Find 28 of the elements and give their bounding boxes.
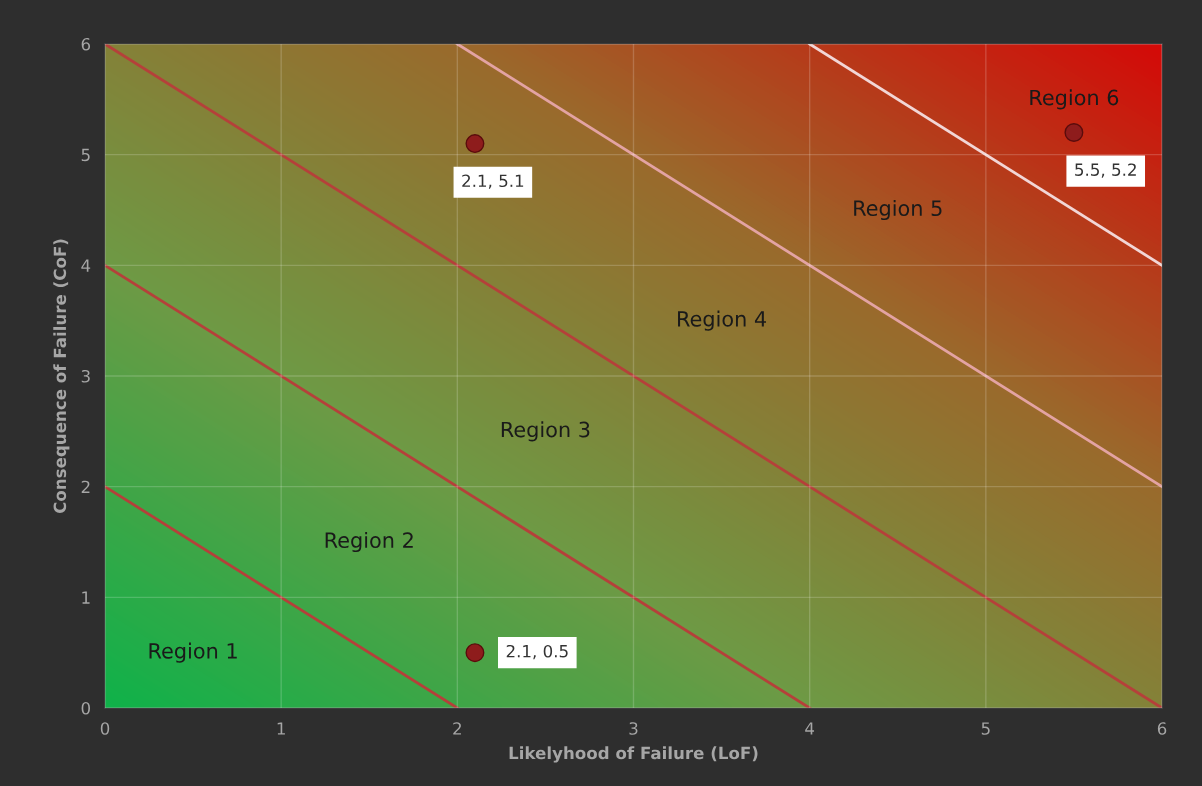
y-tick-label: 2 (81, 480, 90, 493)
annotation: Region 3 (501, 421, 590, 442)
annotation: Region 5 (854, 199, 942, 221)
y-tick-label: 4 (81, 259, 91, 272)
x-axis-title: Likelyhood of Failure (LoF) (509, 746, 758, 763)
x-tick-label: 5 (981, 722, 990, 735)
x-tick-label: 1 (277, 722, 285, 735)
data-label: 5.5, 5.2 (1075, 163, 1136, 178)
point (1064, 123, 1084, 143)
y-tick-label: 6 (81, 37, 91, 51)
annotation: Region 1 (149, 642, 237, 663)
annotation: Region 4 (678, 310, 767, 331)
x-tick-label: 6 (1157, 722, 1167, 735)
annotation: Region 2 (325, 531, 413, 553)
x-tick-label: 4 (805, 722, 815, 735)
y-tick-label: 3 (81, 369, 90, 383)
annotation: Region 6 (1030, 89, 1119, 110)
x-tick-label: 0 (100, 722, 110, 735)
data-label: 2.1, 5.1 (462, 174, 524, 189)
data-label: 2.1, 0.5 (506, 644, 568, 660)
x-tick-label: 2 (453, 722, 461, 735)
point (465, 643, 485, 663)
y-tick-label: 5 (81, 148, 90, 162)
y-tick-label: 1 (82, 591, 90, 604)
point (465, 134, 485, 154)
y-tick-label: 0 (81, 701, 90, 715)
y-axis-title: Consequence of Failure (CoF) (53, 239, 70, 514)
x-tick-label: 3 (629, 722, 638, 735)
